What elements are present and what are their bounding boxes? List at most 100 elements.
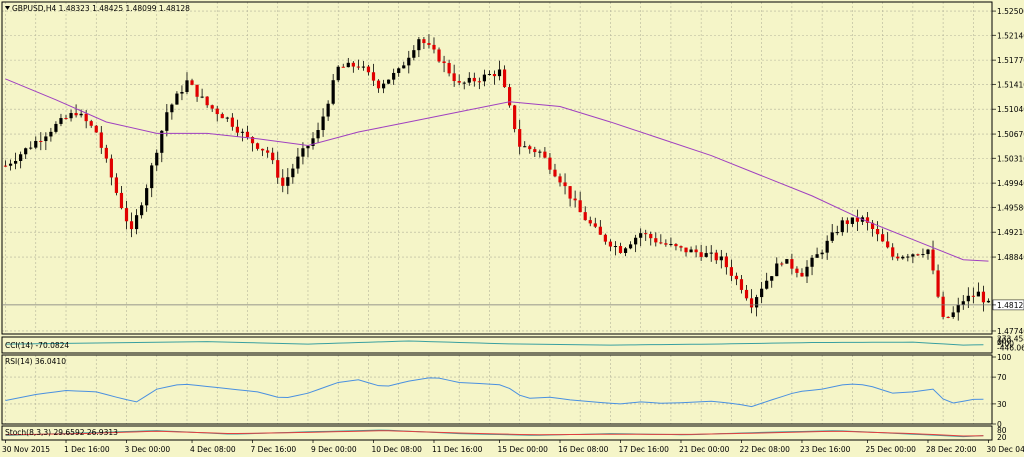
- rsi-tick-label: 70: [997, 373, 1007, 382]
- candle-bull: [321, 116, 325, 131]
- candle-bear: [553, 169, 557, 177]
- candle-bear: [583, 212, 587, 221]
- candle-bull: [407, 57, 411, 66]
- candle-bear: [245, 131, 250, 138]
- candle-bull: [170, 104, 174, 113]
- candle-bear: [795, 268, 799, 273]
- candle-bear: [875, 229, 880, 235]
- candle-bull: [906, 256, 910, 258]
- chart-menu-triangle-icon[interactable]: [5, 6, 10, 10]
- y-tick-label: 1.49580: [997, 203, 1024, 212]
- candle-bull: [810, 257, 814, 267]
- candle-bear: [694, 249, 698, 253]
- rsi-tick-label: 100: [997, 353, 1012, 362]
- candle-bear: [573, 198, 577, 201]
- candle-bull: [719, 256, 723, 261]
- y-tick-label: 1.49210: [997, 228, 1024, 237]
- candle-bull: [775, 263, 779, 277]
- candle-bull: [755, 297, 759, 308]
- candle-bear: [674, 244, 678, 247]
- y-tick-label: 1.47740: [997, 327, 1024, 336]
- candle-bull: [402, 65, 406, 69]
- candle-bull: [145, 188, 149, 206]
- x-tick-label: 9 Dec 00:00: [311, 445, 357, 454]
- candle-bear: [679, 246, 683, 248]
- candle-bear: [266, 150, 270, 153]
- candle-bull: [316, 130, 320, 139]
- rsi-tick-label: 30: [997, 400, 1007, 409]
- candle-bear: [588, 220, 592, 224]
- candle-bear: [99, 132, 103, 148]
- candle-bear: [941, 296, 945, 317]
- candle-bear: [119, 192, 124, 209]
- candle-bear: [3, 165, 8, 167]
- candle-bull: [467, 77, 471, 83]
- series-line: [5, 340, 984, 346]
- candle-bull: [951, 312, 955, 318]
- candle-bear: [356, 66, 360, 68]
- candle-bear: [845, 220, 849, 224]
- candles: [3, 34, 991, 321]
- candle-bear: [437, 49, 441, 62]
- candle-bear: [376, 80, 381, 89]
- candle-bull: [346, 62, 350, 68]
- candle-bull: [296, 156, 300, 169]
- candle-bear: [916, 254, 920, 256]
- candle-bull: [240, 131, 245, 133]
- candle-bear: [578, 200, 582, 213]
- candle-bull: [417, 39, 421, 51]
- candle-bull: [160, 130, 164, 153]
- candle-bull: [185, 80, 189, 92]
- x-tick-label: 21 Dec 00:00: [679, 445, 730, 454]
- candle-bear: [790, 259, 794, 269]
- candle-bear: [881, 234, 885, 242]
- candle-bull: [785, 259, 789, 264]
- y-tick-label: 1.51770: [997, 56, 1024, 65]
- cci-tick-label: -100: [997, 340, 1014, 349]
- y-tick-label: 1.50310: [997, 154, 1024, 163]
- x-tick-label: 7 Dec 16:00: [251, 445, 297, 454]
- candle-bull: [770, 276, 774, 281]
- candle-bull: [538, 151, 542, 153]
- candle-bull: [155, 152, 159, 166]
- rsi-tick-label: 0: [997, 420, 1002, 429]
- candle-bear: [518, 129, 522, 147]
- candle-bear: [89, 121, 93, 126]
- candle-bear: [664, 243, 668, 245]
- cci-pane-border: [1, 336, 993, 354]
- candle-bear: [865, 217, 870, 223]
- candle-bear: [281, 177, 285, 186]
- candle-bull: [986, 300, 991, 303]
- candle-bull: [150, 165, 154, 189]
- candle-bear: [447, 63, 451, 74]
- candle-bull: [200, 96, 204, 98]
- candle-bull: [44, 136, 48, 142]
- candle-bull: [134, 215, 139, 230]
- candle-bear: [477, 81, 481, 83]
- candle-bull: [956, 304, 960, 313]
- cci-tick-label: 100: [997, 337, 1012, 346]
- candle-bull: [901, 256, 905, 259]
- candle-bear: [502, 69, 507, 88]
- candle-bear: [427, 43, 431, 45]
- candle-bull: [487, 74, 492, 76]
- candle-bull: [8, 163, 13, 166]
- x-tick-label: 23 Dec 16:00: [800, 445, 851, 454]
- candle-bear: [513, 105, 517, 130]
- candle-bear: [598, 226, 602, 235]
- candle-bear: [422, 39, 426, 44]
- candle-bull: [623, 248, 628, 253]
- series-line: [5, 430, 984, 437]
- candle-bull: [381, 83, 386, 89]
- candle-bull: [180, 91, 184, 94]
- candle-bear: [608, 241, 613, 247]
- candle-bull: [704, 253, 708, 257]
- main-pane-border: [1, 1, 993, 335]
- candle-bull: [311, 138, 315, 146]
- rsi-series: [5, 377, 984, 408]
- candle-bear: [654, 238, 658, 243]
- candle-bear: [432, 44, 436, 50]
- series-line: [5, 377, 984, 408]
- candle-bear: [568, 186, 572, 199]
